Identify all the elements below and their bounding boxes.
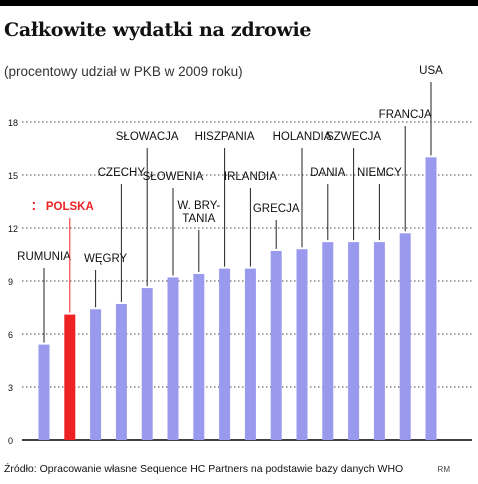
y-tick-label: 9	[8, 277, 13, 287]
source-note: Źródło: Opracowanie własne Sequence HC P…	[4, 463, 404, 475]
bar-label: SZWECJA	[326, 131, 381, 143]
bar	[90, 309, 102, 440]
bar	[193, 273, 205, 440]
bar-label: CZECHY	[98, 167, 146, 179]
bar-label: WĘGRY	[84, 253, 128, 265]
bar-label: FRANCJA	[379, 109, 432, 121]
bar-label: HOLANDIA	[273, 131, 332, 143]
bar-label: W. BRY-	[177, 200, 220, 212]
top-rule	[0, 0, 478, 6]
bar	[244, 268, 256, 440]
bar-label: HISZPANIA	[195, 131, 255, 143]
bar	[373, 242, 385, 440]
highlight-marker-icon: ⁚	[32, 200, 36, 213]
bar-label: SŁOWACJA	[116, 131, 179, 143]
y-tick-label: 18	[8, 118, 18, 128]
y-tick-label: 15	[8, 171, 18, 181]
bar	[399, 233, 411, 440]
bar	[64, 314, 76, 440]
bar-label: DANIA	[310, 167, 345, 179]
bar	[322, 242, 334, 440]
bar-label: IRLANDIA	[224, 171, 277, 183]
bar	[219, 268, 231, 440]
bar	[296, 249, 308, 440]
chart-subtitle: (procentowy udział w PKB w 2009 roku)	[4, 64, 243, 79]
y-tick-label: 0	[8, 436, 13, 446]
bar	[425, 157, 437, 441]
bar-label: USA	[419, 65, 443, 77]
bar	[270, 250, 282, 440]
y-tick-label: 6	[8, 330, 13, 340]
chart-title: Całkowite wydatki na zdrowie	[4, 19, 312, 41]
bar	[115, 303, 127, 440]
y-tick-label: 12	[8, 224, 18, 234]
bar-label: TANIA	[182, 213, 215, 225]
bar	[348, 242, 360, 440]
credit: RM	[437, 465, 450, 474]
bar-label: NIEMCY	[357, 167, 402, 179]
bar-label: POLSKA	[46, 201, 94, 213]
bar-label: RUMUNIA	[17, 251, 71, 263]
y-tick-label: 3	[8, 383, 13, 393]
bar	[38, 344, 50, 440]
bar-label: SŁOWENIA	[143, 171, 204, 183]
bar-label: GRECJA	[253, 203, 300, 215]
bar	[141, 288, 153, 440]
bar	[167, 277, 179, 440]
